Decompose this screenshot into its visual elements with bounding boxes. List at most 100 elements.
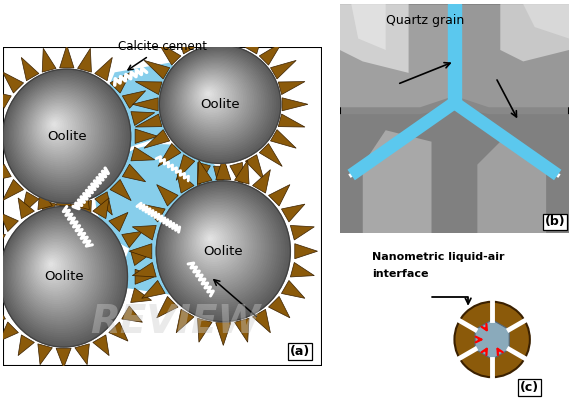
Ellipse shape [192,220,236,266]
Ellipse shape [40,109,75,146]
Ellipse shape [32,101,87,158]
Polygon shape [234,160,249,184]
Ellipse shape [20,230,97,314]
Text: (c): (c) [520,381,540,394]
Polygon shape [42,200,56,224]
Ellipse shape [46,116,66,136]
Ellipse shape [50,120,60,130]
Ellipse shape [167,192,274,305]
Polygon shape [132,98,158,111]
Ellipse shape [36,105,81,152]
Polygon shape [38,189,52,210]
Polygon shape [95,57,113,81]
Text: Oolite: Oolite [47,130,87,143]
Ellipse shape [178,204,258,288]
Polygon shape [271,60,296,79]
Ellipse shape [39,108,77,148]
Polygon shape [475,320,509,359]
Ellipse shape [22,231,95,312]
Ellipse shape [25,93,98,170]
Polygon shape [176,309,194,333]
Polygon shape [115,213,243,296]
Ellipse shape [173,59,261,144]
Ellipse shape [199,85,221,106]
Ellipse shape [175,201,262,292]
Ellipse shape [185,71,243,127]
Polygon shape [135,129,158,143]
Ellipse shape [8,75,123,195]
Ellipse shape [15,81,114,185]
Polygon shape [93,63,201,149]
Ellipse shape [162,187,282,313]
Polygon shape [95,192,113,215]
Ellipse shape [190,76,235,120]
Polygon shape [197,160,212,184]
Ellipse shape [32,242,80,295]
Polygon shape [18,335,35,356]
Ellipse shape [156,181,291,321]
Ellipse shape [191,218,238,268]
Ellipse shape [6,214,118,337]
Polygon shape [291,262,314,277]
Ellipse shape [181,67,248,132]
Ellipse shape [53,123,56,126]
Polygon shape [234,318,249,342]
Polygon shape [144,60,170,79]
Ellipse shape [40,253,66,281]
Ellipse shape [1,208,125,345]
Ellipse shape [15,224,104,322]
Polygon shape [213,17,227,43]
Polygon shape [156,297,178,318]
Ellipse shape [5,72,127,199]
Ellipse shape [8,215,116,335]
Polygon shape [523,4,569,38]
Polygon shape [122,91,146,108]
Polygon shape [131,288,152,302]
Ellipse shape [16,83,111,183]
Ellipse shape [23,233,93,310]
Ellipse shape [24,234,91,308]
Polygon shape [271,130,296,148]
Ellipse shape [176,62,255,139]
Polygon shape [448,4,461,103]
Polygon shape [129,244,152,259]
Ellipse shape [35,104,83,154]
Ellipse shape [207,93,210,95]
Polygon shape [132,262,156,277]
Ellipse shape [187,214,244,274]
Polygon shape [253,309,270,333]
Ellipse shape [182,68,246,130]
Ellipse shape [13,80,115,188]
Polygon shape [230,19,243,46]
Ellipse shape [10,218,112,330]
Polygon shape [259,42,282,65]
Polygon shape [109,322,128,341]
Polygon shape [500,4,569,62]
Ellipse shape [178,63,254,137]
Ellipse shape [203,89,215,101]
Polygon shape [93,335,109,356]
Polygon shape [351,4,386,50]
Ellipse shape [27,95,94,166]
Polygon shape [253,170,270,193]
Polygon shape [176,28,195,54]
Ellipse shape [205,90,213,99]
Ellipse shape [158,183,288,319]
Polygon shape [176,170,194,193]
Ellipse shape [163,49,275,158]
Ellipse shape [33,102,85,156]
Text: Oolite: Oolite [44,270,83,283]
Ellipse shape [19,87,105,178]
Ellipse shape [207,236,214,243]
Ellipse shape [209,237,212,241]
Ellipse shape [42,254,64,279]
Polygon shape [122,306,142,322]
Ellipse shape [46,259,59,273]
Ellipse shape [43,256,62,277]
Ellipse shape [18,227,101,318]
Polygon shape [131,112,155,126]
Ellipse shape [172,198,266,297]
Text: (b): (b) [545,216,565,228]
Text: Calcite cement: Calcite cement [118,40,207,70]
Polygon shape [0,164,11,182]
